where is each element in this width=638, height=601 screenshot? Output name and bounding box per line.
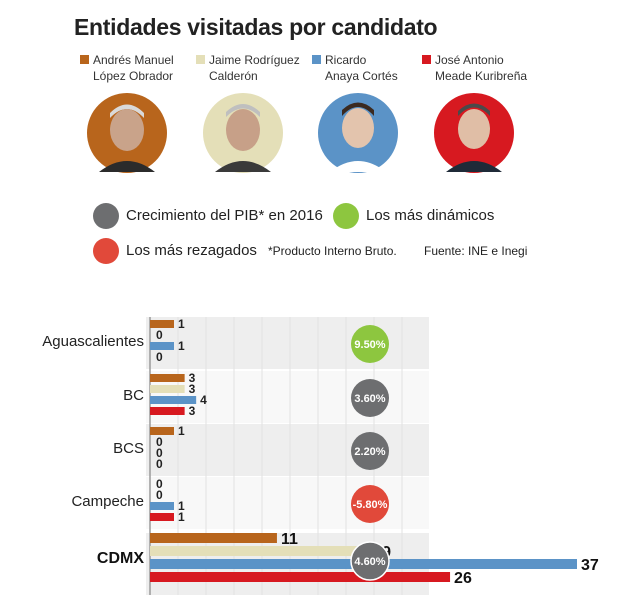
meade-photo [434,93,514,173]
source-note: Fuente: INE e Inegi [424,244,528,258]
value-label: 4 [200,393,207,407]
value-label: 0 [156,488,163,502]
candidate-meade: José Antonio Meade Kuribreña [422,52,542,84]
gray-circle-icon [93,203,119,229]
value-label: 3 [189,404,196,418]
category-label: Aguascalientes [42,333,144,350]
value-label: 0 [156,350,163,364]
legend-lagging-label: Los más rezagados [126,242,257,259]
bar [150,407,185,415]
bronco-swatch [196,55,205,64]
value-label: 1 [178,424,185,438]
value-label: 1 [178,510,185,524]
category-label: BC [123,387,144,404]
gdp-label: 9.50% [354,339,385,351]
bar [150,513,174,521]
value-label: 26 [454,570,472,587]
meade-name-line2: Meade Kuribreña [435,69,528,83]
amlo-name-line1: Andrés Manuel [93,53,174,67]
bronco-name-line1: Jaime Rodríguez [209,53,300,67]
gdp-label: -5.80% [353,499,388,511]
meade-name-line1: José Antonio [435,53,504,67]
bar [150,502,174,510]
value-label: 0 [156,435,163,449]
gdp-circle [351,485,389,523]
value-label: 11 [281,531,298,548]
gdp-circle [351,325,389,363]
footnote: *Producto Interno Bruto. [268,244,397,258]
bar [150,396,197,404]
amlo-photo [87,93,167,173]
gdp-circle [351,432,389,470]
bronco-photo [203,93,283,173]
bar [150,342,174,350]
bar [150,533,277,543]
anaya-name-line1: Ricardo [325,53,367,67]
anaya-photo [318,93,398,173]
candidate-anaya: Ricardo Anaya Cortés [312,52,432,84]
bar [150,427,174,435]
amlo-swatch [80,55,89,64]
gdp-label: 4.60% [354,556,385,568]
candidate-bronco: Jaime Rodríguez Calderón [196,52,316,84]
anaya-swatch [312,55,321,64]
value-label: 3 [189,371,196,385]
category-label: CDMX [97,550,144,567]
red-circle-icon [93,238,119,264]
value-label: 0 [156,477,163,491]
candidate-portraits [87,93,514,173]
category-label: Campeche [71,493,144,510]
gdp-label: 2.20% [354,446,385,458]
green-circle-icon [333,203,359,229]
anaya-name-line2: Anaya Cortés [325,69,398,83]
gdp-label: 3.60% [354,393,385,405]
meade-swatch [422,55,431,64]
bar [150,374,185,382]
bar [150,320,174,328]
value-label: 0 [156,328,163,342]
value-label: 0 [156,457,163,471]
value-label: 1 [178,339,185,353]
value-label: 37 [581,557,599,574]
bar [150,572,451,582]
bronco-name-line2: Calderón [209,69,258,83]
bar-chart: Aguascalientes10109.50%BC33433.60%BCS100… [42,317,599,595]
candidate-amlo: Andrés Manuel López Obrador [80,52,200,84]
value-label: 1 [178,317,185,331]
legend-dynamic-label: Los más dinámicos [366,207,495,224]
gdp-circle [350,541,390,581]
category-label: BCS [113,440,144,457]
bar [150,385,185,393]
amlo-name-line2: López Obrador [93,69,174,83]
value-label: 3 [189,382,196,396]
chart-title: Entidades visitadas por candidato [74,14,438,40]
value-label: 1 [178,499,185,513]
bar [150,546,370,556]
value-label: 0 [156,446,163,460]
legend-gdp-label: Crecimiento del PIB* en 2016 [126,207,323,224]
gdp-circle [351,379,389,417]
